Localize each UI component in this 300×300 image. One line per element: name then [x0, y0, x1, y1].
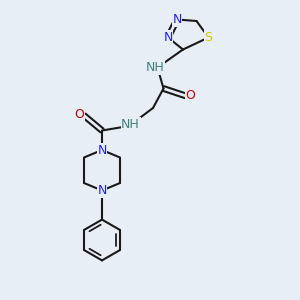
Text: N: N: [172, 13, 182, 26]
Text: NH: NH: [121, 118, 140, 131]
Text: S: S: [205, 31, 212, 44]
Text: N: N: [97, 143, 107, 157]
Text: O: O: [75, 107, 84, 121]
Text: NH: NH: [146, 61, 164, 74]
Text: N: N: [163, 31, 173, 44]
Text: O: O: [186, 89, 195, 103]
Text: N: N: [97, 184, 107, 197]
